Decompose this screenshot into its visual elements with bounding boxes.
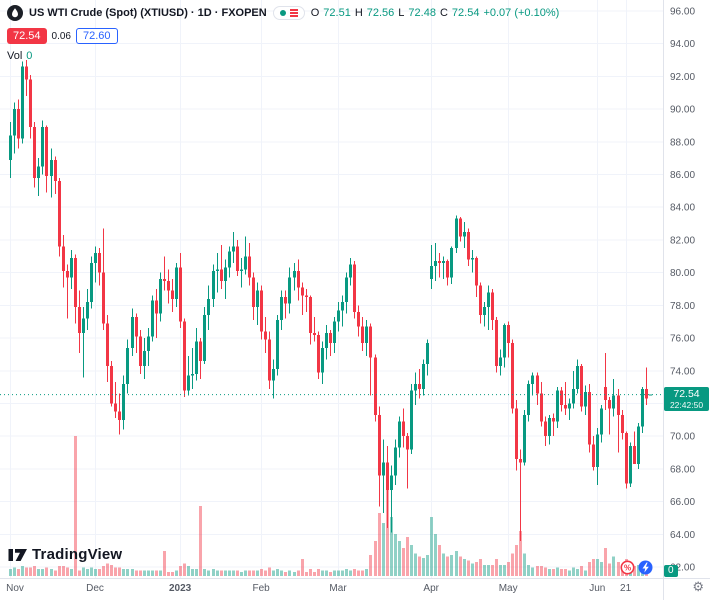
svg-text:Apr: Apr — [423, 583, 439, 594]
chart-event-icons: % — [620, 560, 653, 575]
settings-gear-icon[interactable]: ⚙ — [692, 579, 704, 594]
svg-text:82.00: 82.00 — [670, 235, 695, 246]
menu-lines-icon — [289, 9, 298, 17]
tradingview-logo[interactable]: TradingView — [8, 546, 122, 563]
svg-text:62.00: 62.00 — [670, 563, 695, 574]
svg-text:Feb: Feb — [252, 583, 270, 594]
sell-bid-button[interactable]: 72.54 — [7, 28, 47, 44]
svg-text:92.00: 92.00 — [670, 72, 695, 83]
svg-text:Jun: Jun — [589, 583, 605, 594]
svg-text:64.00: 64.00 — [670, 530, 695, 541]
svg-text:68.00: 68.00 — [670, 464, 695, 475]
svg-text:96.00: 96.00 — [670, 7, 695, 18]
high-value: 72.56 — [366, 7, 395, 19]
low-label: L — [398, 7, 405, 19]
spread-value: 0.06 — [51, 30, 71, 42]
last-price-axis-label[interactable]: 72.54 22:42:50 — [664, 386, 709, 411]
instrument-logo-oil-icon — [7, 5, 23, 21]
volume-label: Vol — [7, 50, 23, 62]
buy-ask-button[interactable]: 72.60 — [76, 28, 118, 44]
status-dot-icon — [279, 10, 286, 16]
volume-value: 0 — [26, 50, 33, 62]
change-value: +0.07 (+0.10%) — [483, 7, 560, 19]
legend-quick-actions[interactable] — [272, 6, 305, 20]
svg-text:%: % — [624, 564, 631, 573]
svg-text:88.00: 88.00 — [670, 137, 695, 148]
svg-text:80.00: 80.00 — [670, 268, 695, 279]
low-value: 72.48 — [408, 7, 436, 19]
svg-text:86.00: 86.00 — [670, 170, 695, 181]
svg-text:2023: 2023 — [169, 583, 192, 594]
volume-bars — [9, 436, 648, 576]
open-value: 72.51 — [323, 7, 351, 19]
volume-legend-row: Vol 0 — [7, 50, 559, 62]
svg-text:74.00: 74.00 — [670, 366, 695, 377]
legend-title-row: US WTI Crude (Spot) (XTIUSD) · 1D · FXOP… — [7, 5, 559, 21]
bar-countdown: 22:42:50 — [669, 399, 704, 410]
svg-text:76.00: 76.00 — [670, 334, 695, 345]
svg-text:90.00: 90.00 — [670, 105, 695, 116]
tradingview-mark-icon — [8, 548, 27, 561]
chart-legend: US WTI Crude (Spot) (XTIUSD) · 1D · FXOP… — [7, 5, 559, 62]
volume-axis-label: 0 — [664, 565, 678, 577]
svg-text:94.00: 94.00 — [670, 39, 695, 50]
last-price-value: 72.54 — [673, 387, 700, 400]
svg-text:66.00: 66.00 — [670, 497, 695, 508]
symbol-title[interactable]: US WTI Crude (Spot) (XTIUSD) · 1D · FXOP… — [29, 7, 267, 19]
close-label: C — [439, 7, 448, 19]
price-axis[interactable]: 96.00 94.00 92.00 90.00 88.00 86.00 84.00 82.00… — [670, 7, 695, 574]
svg-text:84.00: 84.00 — [670, 203, 695, 214]
svg-text:70.00: 70.00 — [670, 432, 695, 443]
time-axis[interactable]: Nov Dec 2023 Feb Mar Apr May Jun 21 — [6, 583, 631, 594]
ohlc-readout: O 72.51 H 72.56 L 72.48 C 72.54 +0.07 (+0.10… — [311, 7, 560, 19]
svg-text:Nov: Nov — [6, 583, 24, 594]
svg-text:21: 21 — [620, 583, 632, 594]
bid-ask-row: 72.54 0.06 72.60 — [7, 28, 559, 44]
event-percent-icon[interactable]: % — [620, 560, 635, 575]
open-label: O — [310, 7, 320, 19]
candles-layer[interactable] — [9, 60, 652, 541]
event-lightning-icon[interactable] — [638, 560, 653, 575]
svg-text:Mar: Mar — [329, 583, 347, 594]
svg-text:Dec: Dec — [86, 583, 104, 594]
svg-text:78.00: 78.00 — [670, 301, 695, 312]
svg-text:May: May — [499, 583, 518, 594]
high-label: H — [354, 7, 363, 19]
tradingview-wordmark: TradingView — [32, 546, 123, 563]
close-value: 72.54 — [451, 7, 480, 19]
